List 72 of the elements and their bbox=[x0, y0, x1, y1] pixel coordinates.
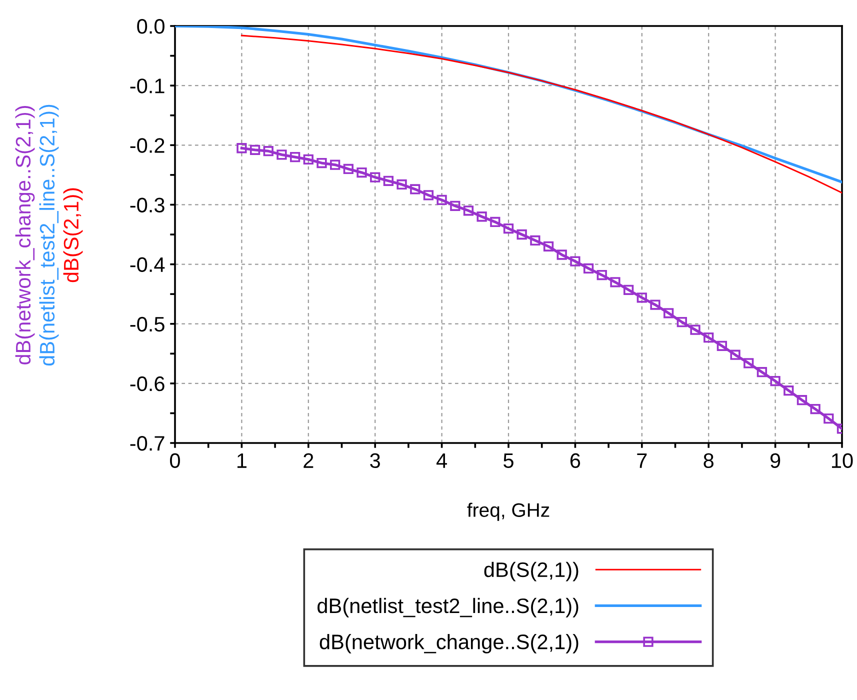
point bbox=[463, 206, 474, 216]
point bbox=[316, 158, 327, 168]
point bbox=[556, 250, 567, 260]
x-tick-label: 7 bbox=[637, 453, 647, 468]
point bbox=[704, 332, 714, 343]
point bbox=[784, 386, 794, 396]
point bbox=[676, 317, 687, 328]
x-tick-label: 10 bbox=[832, 453, 853, 468]
point bbox=[744, 358, 754, 368]
point bbox=[810, 404, 820, 414]
point bbox=[716, 340, 728, 351]
text: dB(network_change..S(2,1)) bbox=[15, 106, 35, 364]
text: dB(netlist_test2_line..S(2,1)) bbox=[39, 104, 59, 366]
point bbox=[530, 235, 540, 246]
y-tick-label: -0.1 bbox=[130, 78, 164, 94]
point bbox=[396, 179, 407, 190]
point bbox=[824, 414, 834, 424]
legend-label: dB(S(2,1)) bbox=[484, 562, 578, 582]
x-axis-title: freq, GHz bbox=[467, 502, 550, 521]
x-tick-label: 8 bbox=[704, 453, 714, 468]
point bbox=[596, 270, 607, 280]
y-tick-label: -0.5 bbox=[130, 316, 164, 332]
point bbox=[476, 212, 487, 222]
point bbox=[290, 152, 300, 162]
point bbox=[623, 284, 634, 295]
point bbox=[330, 160, 340, 170]
point bbox=[236, 143, 247, 154]
point bbox=[343, 164, 354, 174]
point bbox=[516, 229, 527, 240]
point bbox=[276, 150, 287, 160]
y-tick-label: -0.3 bbox=[130, 198, 164, 212]
point bbox=[610, 277, 620, 288]
x-tick-label: 6 bbox=[570, 453, 580, 468]
x-tick-label: 1 bbox=[237, 453, 246, 468]
point bbox=[250, 144, 260, 155]
point bbox=[690, 324, 700, 335]
point bbox=[303, 154, 314, 165]
point bbox=[543, 241, 554, 252]
point bbox=[410, 184, 420, 194]
text: dB(S(2,1)) bbox=[63, 188, 83, 282]
point bbox=[263, 146, 274, 156]
point bbox=[583, 263, 594, 274]
point bbox=[423, 190, 434, 200]
point bbox=[370, 172, 380, 182]
legend-label: dB(netlist_test2_line..S(2,1)) bbox=[318, 598, 578, 618]
point bbox=[450, 200, 460, 211]
point bbox=[756, 367, 768, 378]
point bbox=[570, 256, 580, 266]
y-tick-label: -0.6 bbox=[130, 376, 164, 392]
point bbox=[490, 216, 500, 228]
y-tick-label: -0.7 bbox=[130, 436, 164, 451]
y-tick-label: 0.0 bbox=[137, 19, 164, 34]
x-tick-label: 3 bbox=[370, 453, 380, 468]
x-tick-label: 5 bbox=[504, 453, 514, 468]
legend-label: dB(network_change..S(2,1)) bbox=[320, 634, 578, 654]
x-tick-label: 0 bbox=[170, 453, 180, 468]
y-tick-label: -0.4 bbox=[130, 257, 165, 272]
x-tick-label: 2 bbox=[304, 453, 314, 468]
point bbox=[664, 308, 674, 318]
point bbox=[650, 300, 660, 310]
point bbox=[383, 176, 394, 186]
x-tick-label: 4 bbox=[436, 453, 447, 468]
point bbox=[730, 350, 740, 360]
point bbox=[636, 292, 647, 303]
point bbox=[796, 395, 808, 406]
y-tick-label: -0.2 bbox=[130, 138, 164, 153]
point bbox=[770, 376, 780, 386]
point bbox=[436, 194, 447, 206]
line-series bbox=[240, 34, 842, 194]
x-tick-label: 9 bbox=[770, 453, 780, 468]
point bbox=[356, 167, 367, 178]
point bbox=[503, 223, 514, 234]
